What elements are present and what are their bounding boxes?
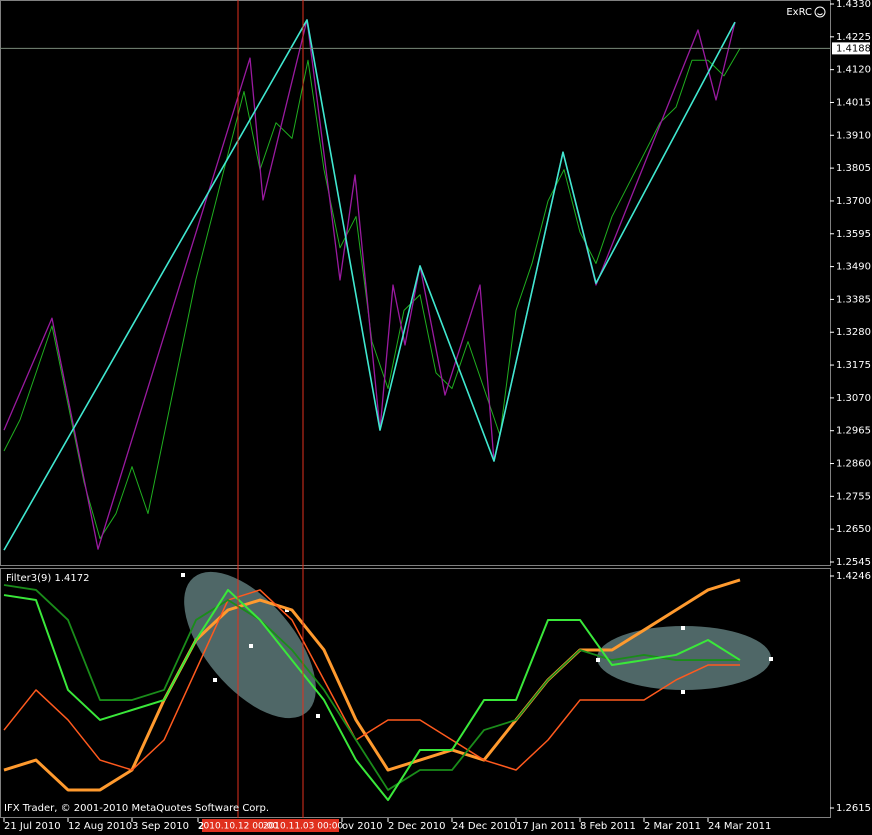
anchor-point xyxy=(769,657,773,661)
y-tick-label: 1.4015 xyxy=(836,97,871,108)
indicator-title: Filter3(9) 1.4172 xyxy=(6,573,89,584)
x-tick-label: 3 Sep 2010 xyxy=(132,821,189,832)
marker-label: 2010.10.12 00:00 xyxy=(198,822,279,832)
y-tick-label: 1.2860 xyxy=(836,459,871,470)
x-tick-label: 24 Dec 2010 xyxy=(452,821,516,832)
y-tick-label: 1.4330 xyxy=(836,0,871,10)
series-line xyxy=(3,589,740,771)
y-tick-label: 1.2965 xyxy=(836,426,871,437)
y-tick-label: 1.3175 xyxy=(836,360,871,371)
y-tick-label: 1.2650 xyxy=(836,524,871,535)
y-tick-label: 1.3805 xyxy=(836,163,871,174)
x-tick-label: 21 Jul 2010 xyxy=(4,821,61,832)
series-line xyxy=(3,584,740,791)
credit: IFX Trader, © 2001-2010 MetaQuotes Softw… xyxy=(4,803,269,814)
smiley-face xyxy=(814,6,826,18)
anchor-point xyxy=(249,644,253,648)
series-line xyxy=(3,588,741,802)
y-tick-label: 1.2545 xyxy=(836,557,871,568)
x-tick-label: 12 Aug 2010 xyxy=(68,821,132,832)
x-tick-label: 2 Dec 2010 xyxy=(388,821,446,832)
y-tick-label: 1.2755 xyxy=(836,491,871,502)
indicator-value: 1.4172 xyxy=(54,573,89,584)
series-line xyxy=(3,48,741,540)
last-price-label: 1.4188 xyxy=(836,43,871,54)
x-tick-label: 2 Mar 2011 xyxy=(644,821,701,832)
smiley-mouth xyxy=(817,13,823,16)
marker-label-box xyxy=(202,819,274,832)
anchor-point xyxy=(681,690,685,694)
y-tick-label: 1.3280 xyxy=(836,327,871,338)
anchor-point xyxy=(596,658,600,662)
anchor-point xyxy=(213,678,217,682)
smiley-icon xyxy=(814,6,826,18)
y-tick-label: 1.4225 xyxy=(836,32,871,43)
x-tick-label: ov 2010 xyxy=(342,821,383,832)
x-tick-label: 8 Feb 2011 xyxy=(580,821,636,832)
indicator-pane-border xyxy=(0,568,831,818)
anchor-point xyxy=(316,714,320,718)
anchor-point xyxy=(681,626,685,630)
y-tick-label: 1.3070 xyxy=(836,393,871,404)
main-pane-border xyxy=(0,0,831,566)
x-tick-label: 24 Mar 2011 xyxy=(708,821,771,832)
marker-label-box xyxy=(267,819,339,832)
indicator-name: Filter3(9) xyxy=(6,573,51,584)
marker-label: 2010.11.03 00:00 xyxy=(263,822,344,832)
chart-title: ExRC xyxy=(786,7,812,18)
y-tick-label: 1.4120 xyxy=(836,65,871,76)
x-tick-label: 2 xyxy=(198,821,204,832)
y-tick-label: 1.3490 xyxy=(836,262,871,273)
y-tick-label: 1.3700 xyxy=(836,196,871,207)
last-price-box xyxy=(832,42,870,55)
series-line xyxy=(3,19,736,551)
y-tick-label: 1.3910 xyxy=(836,130,871,141)
x-tick-label: 17 Jan 2011 xyxy=(516,821,576,832)
anchor-point xyxy=(181,573,185,577)
y-tick-label: 1.3385 xyxy=(836,294,871,305)
y-tick-label: 1.4246 xyxy=(836,571,871,582)
highlight-ellipse xyxy=(597,626,771,690)
y-tick-label: 1.3595 xyxy=(836,229,871,240)
series-line xyxy=(3,578,741,792)
y-tick-label: 1.2615 xyxy=(836,803,871,814)
